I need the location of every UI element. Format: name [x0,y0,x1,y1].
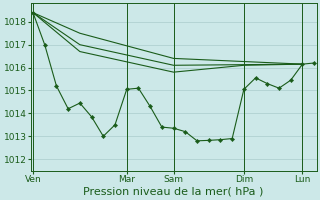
X-axis label: Pression niveau de la mer( hPa ): Pression niveau de la mer( hPa ) [84,187,264,197]
